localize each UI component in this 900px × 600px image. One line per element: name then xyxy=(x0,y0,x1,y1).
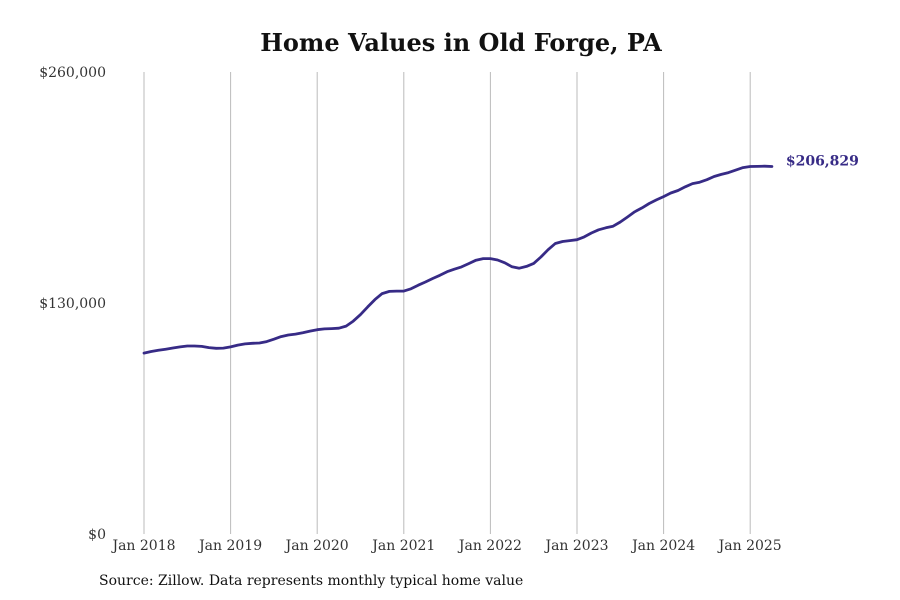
x-axis-ticks: Jan 2018 Jan 2019 Jan 2020 Jan 2021 Jan 2022… xyxy=(110,538,781,554)
x-tick-label: Jan 2023 xyxy=(543,538,608,554)
series-layer xyxy=(142,164,774,355)
series-line xyxy=(142,164,774,355)
last-value-label: $206,829 xyxy=(786,153,859,169)
y-axis-ticks: $0 $130,000 $260,000 xyxy=(39,65,106,543)
y-tick-label: $260,000 xyxy=(39,65,106,81)
y-tick-label: $130,000 xyxy=(39,296,106,312)
x-tick-label: Jan 2025 xyxy=(717,538,782,554)
y-tick-label: $0 xyxy=(88,527,106,543)
grid-lines xyxy=(143,72,751,534)
x-tick-label: Jan 2020 xyxy=(284,538,349,554)
chart-title: Home Values in Old Forge, PA xyxy=(260,28,662,57)
x-tick-label: Jan 2021 xyxy=(370,538,435,554)
source-note: Source: Zillow. Data represents monthly … xyxy=(99,573,524,589)
x-tick-label: Jan 2019 xyxy=(197,538,262,554)
x-tick-label: Jan 2022 xyxy=(457,538,522,554)
x-tick-label: Jan 2018 xyxy=(110,538,175,554)
x-tick-label: Jan 2024 xyxy=(630,538,695,554)
